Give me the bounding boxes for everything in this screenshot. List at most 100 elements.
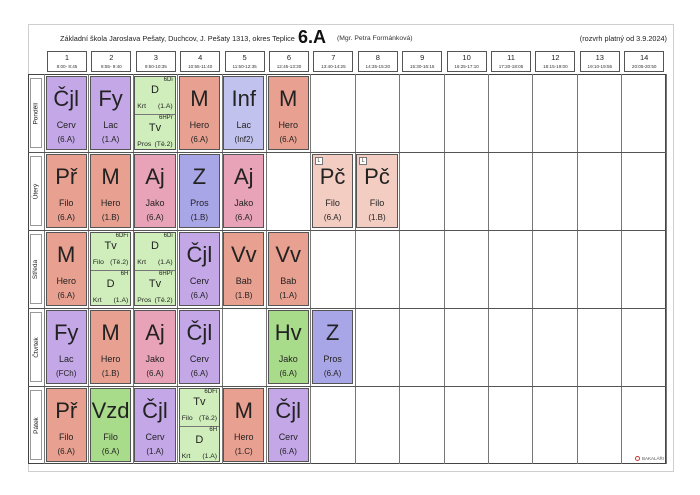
period-header: 13 19:10-19:55 [579, 51, 620, 72]
period-number: 1 [64, 53, 70, 62]
period-number: 12 [551, 53, 560, 62]
teacher: Krt [137, 103, 146, 110]
lesson-cell[interactable]: M Hero (1.B) [89, 154, 132, 228]
lesson-group: 6HPr Tv Pros (Tě.2) [135, 114, 175, 151]
teacher: Filo [58, 198, 74, 208]
teacher: Krt [181, 453, 191, 460]
room: (6.A) [323, 213, 342, 222]
lesson-cell[interactable]: Inf Lac (Inf2) [223, 76, 265, 150]
lesson-cell[interactable]: M Hero (6.A) [178, 76, 221, 150]
teacher: Cerv [145, 432, 165, 442]
subject: D [195, 434, 204, 446]
subject: M [234, 398, 253, 423]
grid-column-line [266, 74, 267, 464]
lesson-cell[interactable]: Vzd Filo (6.A) [89, 388, 132, 462]
period-number: 13 [595, 53, 604, 62]
period-header: 10 16:25-17:10 [446, 51, 487, 72]
subject: Čjl [186, 320, 213, 345]
period-time: 15:30-16:15 [409, 64, 435, 69]
group-details: Filo (Tě.2) [182, 415, 217, 422]
period-time: 9:50-10:35 [144, 64, 167, 69]
period-header: 5 11:50-12:35 [224, 51, 265, 72]
lesson-cell[interactable]: 6Di D Krt (1.A) 6HPr Tv Pros (Tě.2) [134, 232, 176, 306]
lesson-cell[interactable]: M Hero (6.A) [45, 232, 87, 306]
valid-from: (rozvrh platný od 3.9.2024) [579, 34, 667, 43]
lesson-cell[interactable]: Hv Jako (6.A) [267, 310, 309, 384]
period-number: 6 [286, 53, 292, 62]
teacher: Filo [181, 415, 193, 422]
subject: Aj [234, 164, 254, 189]
lesson-cell[interactable]: M Hero (1.B) [89, 310, 132, 384]
lesson-cell[interactable]: 6DFi Tv Filo (Tě.2) 6H D Krt (1.A) [178, 388, 221, 462]
room: (1.B) [101, 213, 120, 222]
day-label-box [30, 312, 42, 382]
grid-column-line [88, 74, 90, 464]
grid-column-line [399, 74, 401, 464]
day-label: Pondělí [28, 74, 44, 152]
teacher: Filo [92, 259, 104, 266]
lesson-cell[interactable]: Čjl Cerv (1.A) [134, 388, 176, 462]
group-code: 6HPr [159, 271, 173, 277]
room: (FCh) [55, 369, 77, 378]
lesson-cell[interactable]: Aj Jako (6.A) [134, 154, 176, 228]
lesson-cell[interactable]: Aj Jako (6.A) [223, 154, 265, 228]
teacher: Hero [189, 120, 210, 130]
period-time: 20:05-20:50 [631, 64, 657, 69]
lesson-cell[interactable]: Čjl Cerv (6.A) [45, 76, 87, 150]
lesson-flag-icon: L [359, 157, 368, 165]
subject: Z [192, 164, 207, 189]
period-header: 6 12:45-13:30 [269, 51, 309, 72]
timetable-grid [28, 74, 666, 464]
lesson-cell[interactable]: 6DFi Tv Filo (Tě.2) 6H D Krt (1.A) [89, 232, 132, 306]
lesson-cell[interactable]: Aj Jako (6.A) [134, 310, 176, 384]
lesson-cell[interactable]: Pč Filo (1.B) L [356, 154, 398, 228]
room: (Tě.2) [198, 415, 218, 422]
teacher: Lac [103, 120, 118, 130]
grid-column-line [443, 74, 445, 464]
lesson-cell[interactable]: Fy Lac (FCh) [45, 310, 87, 384]
lesson-cell[interactable]: M Hero (6.A) [267, 76, 309, 150]
lesson-cell[interactable]: Př Filo (6.A) [45, 388, 87, 462]
period-time: 8:55- 9:40 [101, 64, 122, 69]
bakalari-logo: BAKALÁŘI [634, 456, 664, 461]
room: (1.A) [101, 135, 120, 144]
subject: Aj [145, 320, 165, 345]
subject: Vv [275, 242, 302, 267]
lesson-cell[interactable]: Čjl Cerv (6.A) [178, 232, 221, 306]
lesson-cell[interactable]: Čjl Cerv (6.A) [267, 388, 309, 462]
subject: Čjl [142, 398, 168, 423]
period-time: 13:40-14:25 [321, 64, 346, 69]
period-number: 9 [420, 53, 425, 62]
group-details: Filo (Tě.2) [93, 259, 128, 266]
lesson-cell[interactable]: Vv Bab (1.B) [223, 232, 265, 306]
lesson-cell[interactable]: Př Filo (6.A) [45, 154, 87, 228]
subject: M [57, 242, 76, 267]
lesson-cell[interactable]: Z Pros (1.B) [178, 154, 221, 228]
lesson-cell[interactable]: Čjl Cerv (6.A) [178, 310, 221, 384]
subject: M [279, 86, 298, 111]
lesson-cell[interactable]: Fy Lac (1.A) [89, 76, 132, 150]
lesson-cell[interactable]: Pč Filo (6.A) L [311, 154, 354, 228]
subject: Aj [145, 164, 165, 189]
grid-column-line [621, 74, 623, 464]
room: (1.A) [157, 259, 173, 266]
lesson-cell[interactable]: Vv Bab (1.A) [267, 232, 309, 306]
lesson-cell[interactable]: Z Pros (6.A) [311, 310, 354, 384]
subject: D [106, 278, 115, 290]
period-time: 10:55-11:40 [188, 64, 213, 69]
lesson-cell[interactable]: M Hero (1.C) [223, 388, 265, 462]
lesson-cell[interactable]: 6Di D Krt (1.A) 6HPr Tv Pros (Tě.2) [134, 76, 176, 151]
day-label: Pátek [28, 386, 44, 464]
subject: Vv [230, 242, 257, 267]
grid-row-line [28, 152, 666, 153]
room: (6.A) [235, 213, 253, 222]
room: (1.B) [190, 213, 209, 222]
day-name: Pátek [32, 416, 40, 434]
period-time: 16:25-17:10 [454, 64, 479, 69]
subject: M [101, 320, 120, 345]
day-label-box [30, 78, 42, 148]
teacher: Pros [323, 354, 342, 364]
school-name: Základní škola Jaroslava Pešaty, Duchcov… [60, 34, 295, 43]
subject: Vzd [91, 398, 130, 423]
subject: Fy [53, 320, 79, 345]
